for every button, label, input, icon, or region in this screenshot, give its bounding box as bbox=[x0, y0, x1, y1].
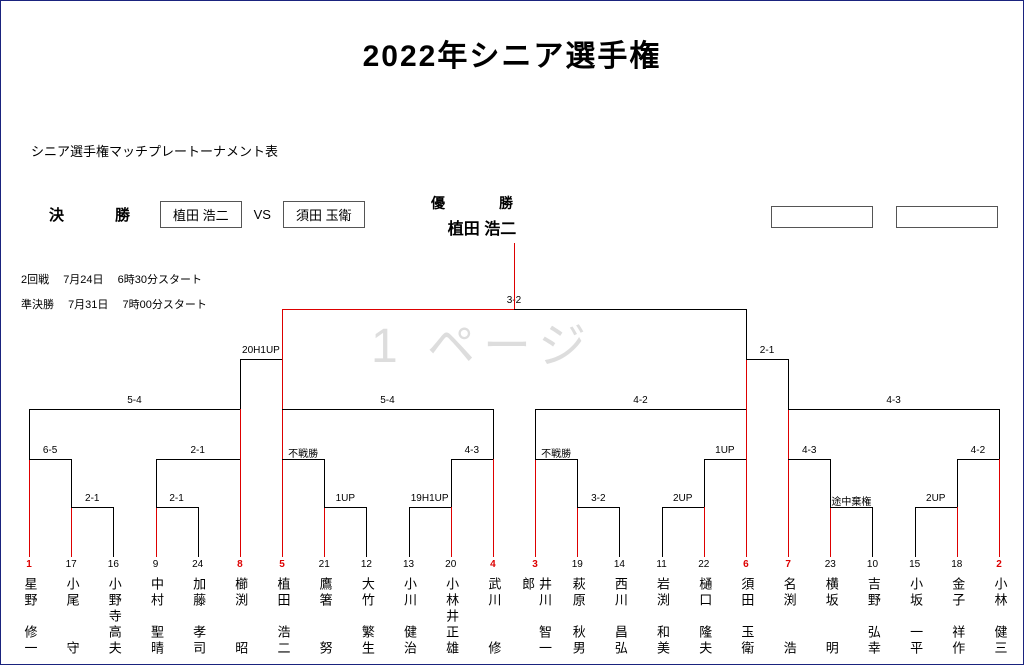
empty-box-2 bbox=[896, 206, 998, 228]
seed: 18 bbox=[951, 559, 962, 570]
final-row: 決 勝 植田 浩二 VS 須田 玉衛 bbox=[49, 201, 365, 228]
champion-label: 優 勝 bbox=[431, 191, 533, 216]
seed: 9 bbox=[153, 559, 159, 570]
seed: 4 bbox=[490, 559, 496, 570]
seed: 22 bbox=[698, 559, 709, 570]
seed: 10 bbox=[867, 559, 878, 570]
player-name: 星野 修一 bbox=[21, 577, 38, 657]
seed: 19 bbox=[572, 559, 583, 570]
vs-label: VS bbox=[254, 207, 271, 222]
player-name: 小野寺高夫 bbox=[105, 577, 122, 657]
player-name: 井川 智一郎 bbox=[518, 577, 552, 664]
empty-box-1 bbox=[771, 206, 873, 228]
player-name: 鷹箸 努 bbox=[316, 577, 333, 657]
seed: 13 bbox=[403, 559, 414, 570]
seed: 23 bbox=[825, 559, 836, 570]
player-name: 名渕 浩 bbox=[780, 577, 797, 657]
seed: 5 bbox=[279, 559, 285, 570]
player-name: 小尾 守 bbox=[63, 577, 80, 657]
player-name: 櫛渕 昭 bbox=[231, 577, 248, 657]
player-name: 小林 健三 bbox=[991, 577, 1008, 657]
player-name: 吉野 弘幸 bbox=[864, 577, 881, 657]
champion-name: 植田 浩二 bbox=[431, 216, 533, 245]
finalist-2: 須田 玉衛 bbox=[283, 201, 365, 228]
seed: 17 bbox=[66, 559, 77, 570]
seed: 1 bbox=[26, 559, 32, 570]
seed: 3 bbox=[532, 559, 538, 570]
player-name: 萩原 秋男 bbox=[569, 577, 586, 657]
player-name: 岩渕 和美 bbox=[653, 577, 670, 657]
seed: 12 bbox=[361, 559, 372, 570]
player-name: 大竹 繁生 bbox=[358, 577, 375, 657]
final-label: 決 勝 bbox=[49, 204, 148, 225]
seed: 24 bbox=[192, 559, 203, 570]
champion-block: 優 勝 植田 浩二 bbox=[431, 191, 533, 245]
player-name: 加藤 孝司 bbox=[189, 577, 206, 657]
page-title: 2022年シニア選手権 bbox=[1, 31, 1023, 75]
bracket: 1星野 修一17小尾 守16小野寺高夫9中村 聖晴24加藤 孝司8櫛渕 昭5植田… bbox=[19, 249, 1005, 664]
seed: 20 bbox=[445, 559, 456, 570]
finalist-1: 植田 浩二 bbox=[160, 201, 242, 228]
player-name: 樋口 隆夫 bbox=[695, 577, 712, 657]
player-name: 武川 修 bbox=[484, 577, 501, 657]
player-name: 小川 健治 bbox=[400, 577, 417, 657]
player-name: 西川 昌弘 bbox=[611, 577, 628, 657]
seed: 15 bbox=[909, 559, 920, 570]
player-name: 金子 祥作 bbox=[948, 577, 965, 657]
seed: 16 bbox=[108, 559, 119, 570]
seed: 11 bbox=[656, 559, 666, 570]
player-name: 小坂 一平 bbox=[906, 577, 923, 657]
seed: 2 bbox=[996, 559, 1002, 570]
player-name: 小林井正雄 bbox=[442, 577, 459, 657]
player-name: 須田 玉衛 bbox=[738, 577, 755, 657]
seed: 7 bbox=[785, 559, 791, 570]
seed: 21 bbox=[319, 559, 330, 570]
player-name: 植田 浩二 bbox=[274, 577, 291, 657]
player-name: 横坂 明 bbox=[822, 577, 839, 657]
seed: 14 bbox=[614, 559, 625, 570]
player-name: 中村 聖晴 bbox=[147, 577, 164, 657]
seed: 6 bbox=[743, 559, 749, 570]
subtitle: シニア選手権マッチプレートーナメント表 bbox=[31, 141, 278, 160]
seed: 8 bbox=[237, 559, 243, 570]
